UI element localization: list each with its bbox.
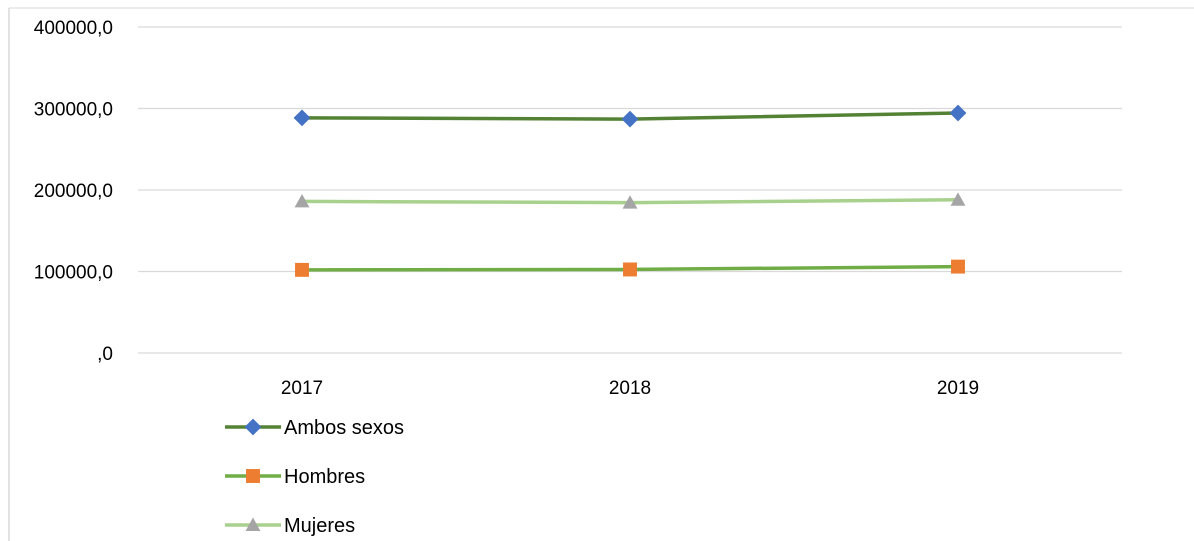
legend-label: Hombres [284, 466, 365, 488]
legend-marker [245, 517, 261, 531]
data-point-mujeres [294, 193, 310, 208]
legend-item-hombres: Hombres [225, 466, 365, 488]
data-point-mujeres [622, 195, 638, 209]
y-tick-label: 400000,0 [34, 18, 113, 39]
x-axis-tick-labels: 2017 2018 2019 [281, 378, 979, 399]
x-tick-label: 2018 [609, 378, 651, 399]
legend: Ambos sexos Hombres Mujeres [225, 417, 404, 537]
data-point-mujeres [950, 192, 966, 206]
legend-label: Mujeres [284, 515, 355, 537]
data-point-ambos-sexos [293, 109, 311, 127]
data-point-hombres [951, 259, 965, 274]
legend-marker [246, 469, 260, 483]
y-tick-label: 300000,0 [34, 100, 113, 121]
x-tick-label: 2019 [937, 378, 979, 399]
data-point-hombres [295, 262, 309, 277]
y-tick-label: 100000,0 [34, 263, 113, 284]
series-lines [293, 104, 967, 277]
data-point-ambos-sexos [949, 104, 967, 122]
x-tick-label: 2017 [281, 378, 323, 399]
legend-item-mujeres: Mujeres [225, 515, 355, 537]
legend-marker [244, 418, 262, 436]
legend-item-ambos-sexos: Ambos sexos [225, 417, 404, 439]
data-point-hombres [623, 262, 637, 277]
gridlines [138, 26, 1122, 354]
legend-label: Ambos sexos [284, 417, 404, 439]
data-point-ambos-sexos [621, 110, 639, 128]
y-tick-label: ,0 [97, 344, 113, 365]
y-tick-label: 200000,0 [34, 181, 113, 202]
y-axis-tick-labels: ,0 100000,0 200000,0 300000,0 400000,0 [34, 18, 113, 365]
